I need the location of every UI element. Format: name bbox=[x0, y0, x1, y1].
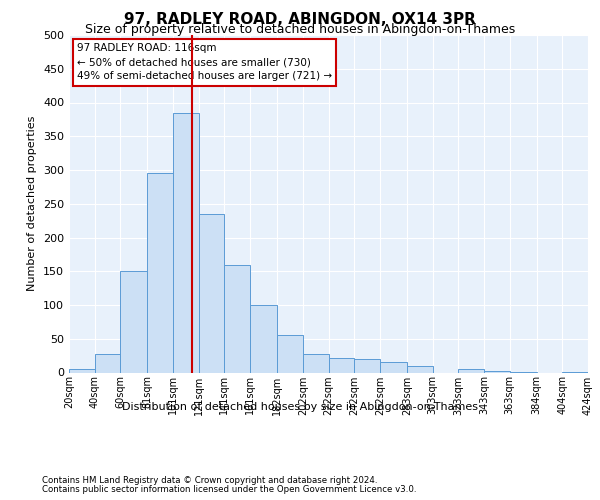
Bar bbox=[173, 112, 199, 372]
Bar bbox=[224, 264, 250, 372]
Bar bbox=[148, 174, 173, 372]
Bar bbox=[95, 354, 121, 372]
Bar bbox=[407, 366, 433, 372]
Bar bbox=[380, 362, 407, 372]
Bar bbox=[484, 371, 509, 372]
Bar bbox=[277, 336, 303, 372]
Text: Size of property relative to detached houses in Abingdon-on-Thames: Size of property relative to detached ho… bbox=[85, 22, 515, 36]
Bar bbox=[354, 359, 380, 372]
Bar bbox=[199, 214, 224, 372]
Text: Distribution of detached houses by size in Abingdon-on-Thames: Distribution of detached houses by size … bbox=[122, 402, 478, 412]
Text: Contains HM Land Registry data © Crown copyright and database right 2024.: Contains HM Land Registry data © Crown c… bbox=[42, 476, 377, 485]
Bar bbox=[458, 369, 484, 372]
Text: 97 RADLEY ROAD: 116sqm
← 50% of detached houses are smaller (730)
49% of semi-de: 97 RADLEY ROAD: 116sqm ← 50% of detached… bbox=[77, 44, 332, 82]
Bar bbox=[69, 369, 95, 372]
Y-axis label: Number of detached properties: Number of detached properties bbox=[28, 116, 37, 292]
Bar bbox=[329, 358, 354, 372]
Text: 97, RADLEY ROAD, ABINGDON, OX14 3PR: 97, RADLEY ROAD, ABINGDON, OX14 3PR bbox=[124, 12, 476, 28]
Bar bbox=[303, 354, 329, 372]
Bar bbox=[121, 271, 148, 372]
Bar bbox=[250, 305, 277, 372]
Text: Contains public sector information licensed under the Open Government Licence v3: Contains public sector information licen… bbox=[42, 484, 416, 494]
